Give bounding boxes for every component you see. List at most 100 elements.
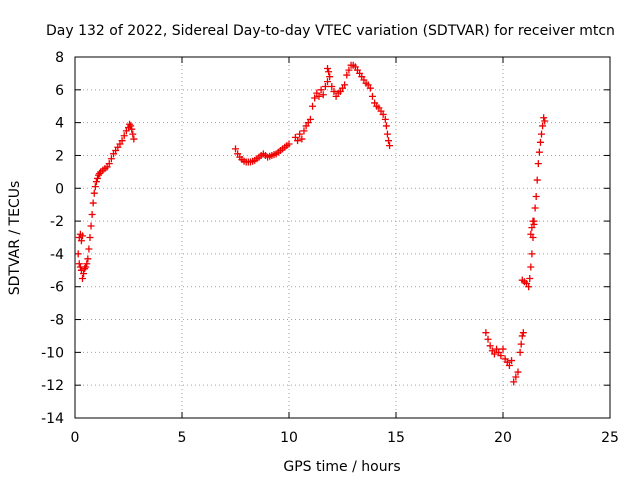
data-point xyxy=(84,255,92,263)
data-point xyxy=(490,350,498,358)
data-point xyxy=(484,335,492,343)
data-point xyxy=(91,183,99,191)
y-tick-label: -12 xyxy=(41,378,64,394)
y-tick-label: -10 xyxy=(41,345,64,361)
data-point xyxy=(90,189,98,197)
data-point xyxy=(528,250,536,258)
data-point xyxy=(382,122,390,130)
data-point xyxy=(538,130,546,138)
data-point xyxy=(321,83,329,91)
data-point xyxy=(325,68,333,76)
data-point xyxy=(324,78,332,86)
data-point xyxy=(512,373,520,381)
y-axis-label: SDTVAR / TECUs xyxy=(7,181,23,296)
data-point xyxy=(78,232,86,240)
data-point xyxy=(345,66,353,74)
data-point xyxy=(92,178,100,186)
data-point xyxy=(315,92,323,100)
y-axis: -14 -12 -10 -8 -6 -4 -2 0 2 4 6 8 xyxy=(41,50,610,427)
data-point xyxy=(532,192,540,200)
data-point xyxy=(514,368,522,376)
data-point xyxy=(96,170,104,178)
y-tick-label: -2 xyxy=(50,214,64,230)
data-point xyxy=(381,115,389,123)
data-point xyxy=(326,73,334,81)
x-tick-label: 25 xyxy=(601,430,619,446)
data-point xyxy=(529,217,537,225)
data-point xyxy=(127,122,135,130)
data-point xyxy=(535,148,543,156)
x-axis: 0 5 10 15 20 25 xyxy=(71,57,619,446)
data-point xyxy=(311,94,319,102)
chart-title: Day 132 of 2022, Sidereal Day-to-day VTE… xyxy=(46,23,615,39)
data-point xyxy=(75,260,83,268)
data-point xyxy=(527,230,535,238)
data-point xyxy=(510,378,518,386)
x-tick-label: 20 xyxy=(494,430,512,446)
data-point xyxy=(536,138,544,146)
data-point xyxy=(517,340,525,348)
data-points xyxy=(74,61,549,386)
data-point xyxy=(527,263,535,271)
data-point xyxy=(526,275,534,283)
data-point xyxy=(525,283,533,291)
data-point xyxy=(128,125,136,133)
data-point xyxy=(534,160,542,168)
data-point xyxy=(77,237,85,245)
data-point xyxy=(107,155,115,163)
data-point xyxy=(486,342,494,350)
data-point xyxy=(296,130,304,138)
y-tick-label: -6 xyxy=(50,280,64,296)
x-axis-label: GPS time / hours xyxy=(283,459,400,475)
data-point xyxy=(298,135,306,143)
data-point xyxy=(539,122,547,130)
data-point xyxy=(83,260,91,268)
data-point xyxy=(232,145,239,153)
x-tick-label: 0 xyxy=(71,430,80,446)
plot-frame xyxy=(74,56,611,419)
data-point xyxy=(300,127,308,135)
x-tick-label: 10 xyxy=(280,430,298,446)
y-tick-label: 6 xyxy=(55,83,64,99)
y-tick-label: 2 xyxy=(55,148,64,164)
data-point xyxy=(78,275,86,283)
data-point xyxy=(105,160,113,168)
grid-lines xyxy=(75,57,610,418)
data-point xyxy=(86,234,94,241)
data-point xyxy=(294,137,302,145)
y-tick-label: 4 xyxy=(55,116,64,132)
data-point xyxy=(366,84,374,92)
y-tick-label: 0 xyxy=(55,181,64,197)
data-point xyxy=(482,329,490,337)
data-point xyxy=(130,135,138,143)
data-point xyxy=(530,220,538,228)
data-point xyxy=(317,86,325,94)
data-point xyxy=(385,137,393,145)
data-point xyxy=(324,64,332,72)
data-point xyxy=(120,132,128,140)
data-point xyxy=(88,211,96,219)
data-point xyxy=(499,345,507,353)
data-point xyxy=(516,348,524,356)
data-point xyxy=(80,270,88,278)
data-point xyxy=(518,332,526,340)
y-tick-label: 8 xyxy=(55,50,64,66)
data-point xyxy=(309,102,317,110)
data-point xyxy=(74,250,82,258)
data-point xyxy=(129,130,137,138)
data-point xyxy=(541,117,549,125)
y-tick-label: -8 xyxy=(50,313,64,329)
data-point xyxy=(328,83,336,91)
data-point xyxy=(118,137,126,145)
data-point xyxy=(93,174,101,182)
y-tick-label: -14 xyxy=(41,411,64,427)
x-tick-label: 5 xyxy=(178,430,187,446)
data-point xyxy=(519,329,527,337)
data-point xyxy=(386,142,394,150)
data-point xyxy=(540,114,548,122)
data-point xyxy=(330,87,338,95)
data-point xyxy=(531,204,539,212)
data-point xyxy=(497,352,505,360)
data-point xyxy=(319,91,327,99)
